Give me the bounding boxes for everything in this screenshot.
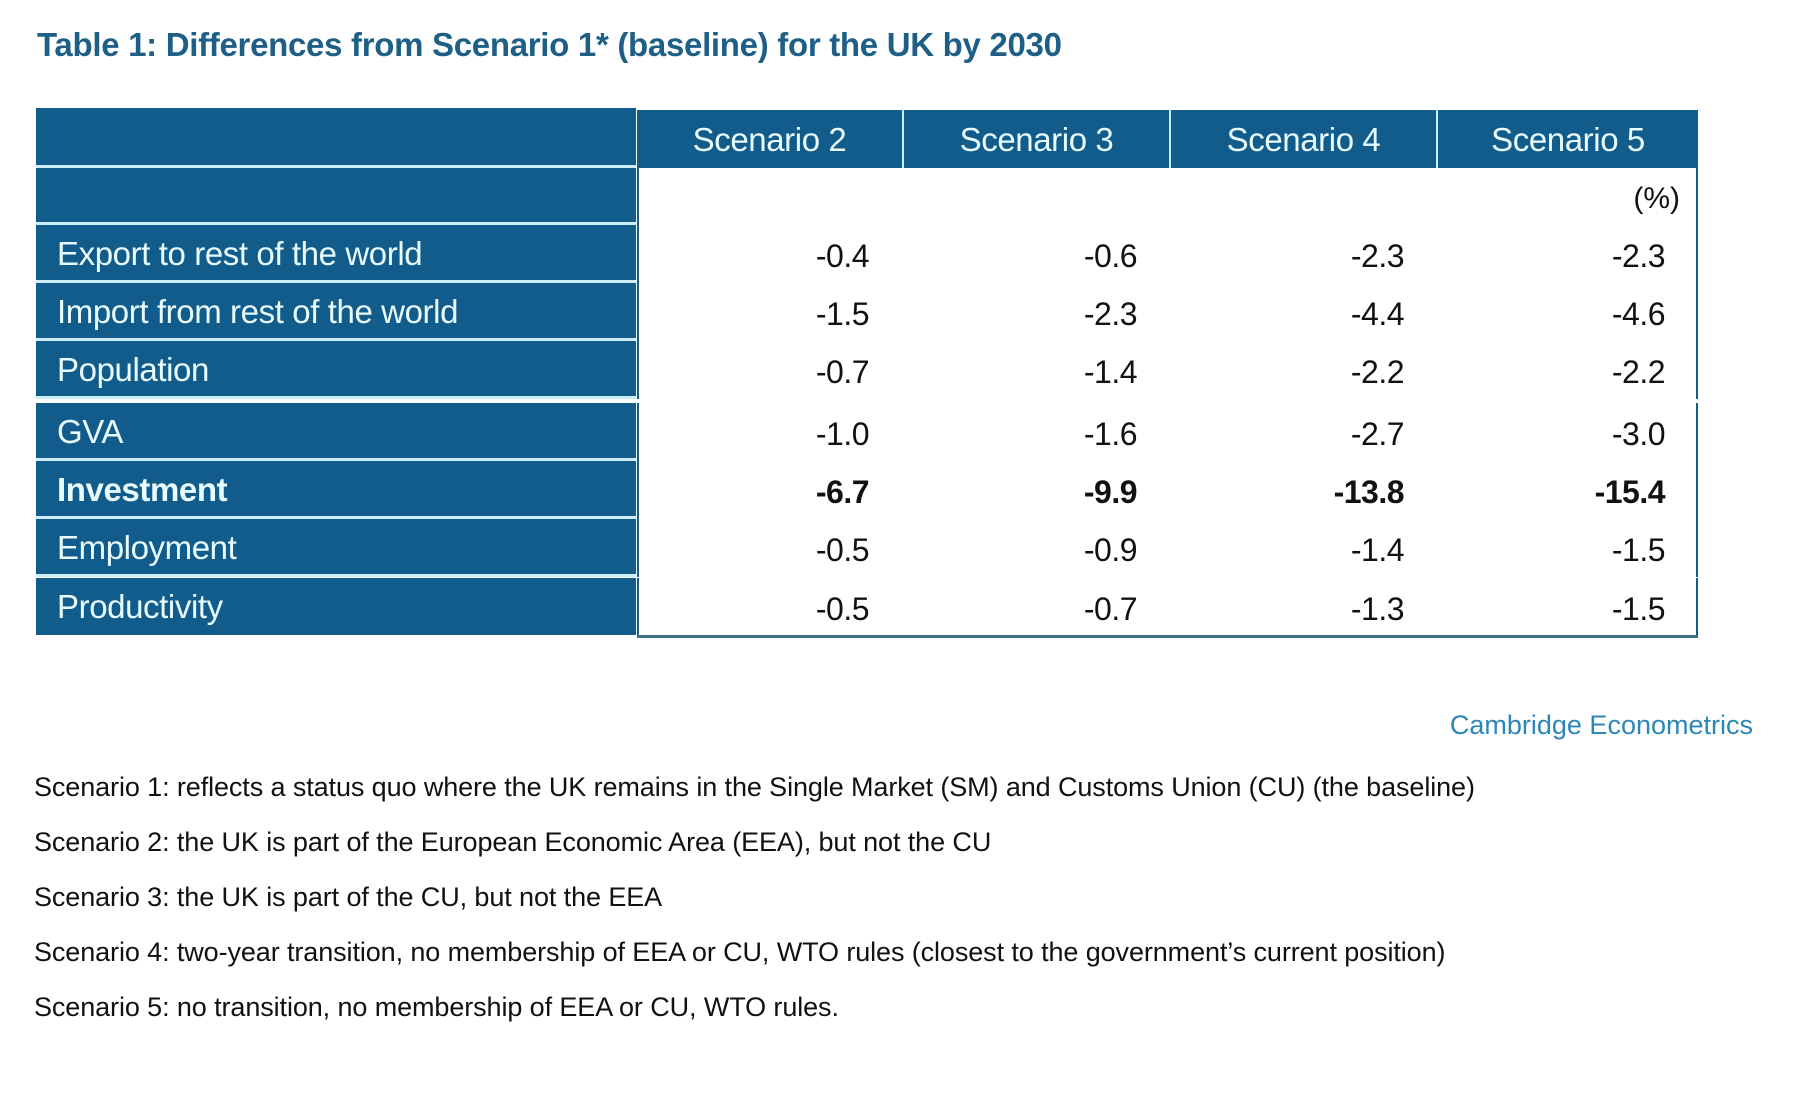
table-cell: -0.5 — [815, 532, 870, 568]
table-cell: -1.5 — [1611, 591, 1666, 627]
row-cells: -1.0 -1.6 -2.7 -3.0 — [637, 403, 1698, 461]
table-cell: -0.7 — [815, 354, 870, 390]
column-header: Scenario 2 — [692, 121, 847, 158]
table-cell: -1.4 — [1350, 532, 1405, 568]
column-header: Scenario 3 — [902, 110, 1169, 168]
table-row: Export to rest of the world -0.4 -0.6 -2.3-… — [36, 225, 1698, 283]
row-cells: -1.5 -2.3 -4.4 -4.6 — [637, 283, 1698, 341]
row-cells: -0.5 -0.9 -1.4 -1.5 — [637, 519, 1698, 577]
row-cells: -0.4 -0.6 -2.3 -2.3 — [637, 225, 1698, 283]
unit-row-label-cell — [36, 168, 636, 225]
unit-row-cells: (%) — [637, 168, 1698, 225]
table-cell: -0.7 — [1083, 591, 1138, 627]
note-scenario-3: Scenario 3: the UK is part of the CU, bu… — [34, 882, 663, 912]
row-label: Export to rest of the world — [36, 225, 636, 283]
header-corner-cell — [36, 108, 636, 168]
table-header-row: Scenario 2 Scenario 3 Scenario 4 Scenari… — [36, 108, 1698, 168]
table-bottom-border — [637, 635, 1698, 638]
unit-label: (%) — [1633, 182, 1680, 215]
row-cells: -6.7 -9.9 -13.8 -15.4 — [637, 461, 1698, 519]
table-cell: -1.0 — [815, 416, 870, 452]
table-cell: -15.4 — [1594, 474, 1666, 510]
row-label: Population — [36, 341, 636, 399]
table-cell: -13.8 — [1333, 474, 1405, 510]
row-cells: -0.7 -1.4 -2.2 -2.2 — [637, 341, 1698, 399]
table-cell: -4.4 — [1350, 296, 1405, 332]
table-cell: -2.2 — [1350, 354, 1405, 390]
table-cell: -1.5 — [815, 296, 870, 332]
table-title: Table 1: Differences from Scenario 1* (b… — [37, 26, 1062, 63]
table-cell: -2.3 — [1350, 238, 1405, 274]
row-cells: -0.5 -0.7 -1.3 -1.5 — [637, 578, 1698, 635]
table-cell: -9.9 — [1083, 474, 1138, 510]
table-cell: -1.4 — [1083, 354, 1138, 390]
table-cell: -0.5 — [815, 591, 870, 627]
table-cell: -0.9 — [1083, 532, 1138, 568]
table-row: Import from rest of the world -1.5 -2.3 -4.… — [36, 283, 1698, 341]
table-row: Productivity -0.5 -0.7 -1.3 -1.5 — [36, 578, 1698, 635]
table-cell: -2.7 — [1350, 416, 1405, 452]
note-scenario-1: Scenario 1: reflects a status quo where … — [34, 772, 1475, 802]
table-cell: -2.3 — [1611, 238, 1666, 274]
row-label: Employment — [36, 519, 636, 577]
column-header: Scenario 4 — [1169, 110, 1436, 168]
header-cells: Scenario 2 Scenario 3 Scenario 4 Scenari… — [637, 110, 1698, 168]
column-header: Scenario 5 — [1436, 110, 1698, 168]
source-credit: Cambridge Econometrics — [1449, 710, 1753, 740]
table-cell: -1.6 — [1083, 416, 1138, 452]
table-row: Investment -6.7 -9.9 -13.8 -15.4 — [36, 461, 1698, 519]
table-cell: -2.3 — [1083, 296, 1138, 332]
note-scenario-4: Scenario 4: two-year transition, no memb… — [34, 937, 1446, 967]
note-scenario-2: Scenario 2: the UK is part of the Europe… — [34, 827, 992, 857]
table-cell: -6.7 — [815, 474, 870, 510]
table-cell: -3.0 — [1611, 416, 1666, 452]
table-cell: -4.6 — [1611, 296, 1666, 332]
row-label: GVA — [36, 403, 636, 461]
unit-row: (%) — [36, 168, 1698, 225]
table-cell: -1.3 — [1350, 591, 1405, 627]
table-row: Employment -0.5 -0.9 -1.4 -1.5 — [36, 519, 1698, 577]
note-scenario-5: Scenario 5: no transition, no membership… — [34, 992, 839, 1022]
table-cell: -0.6 — [1083, 238, 1138, 274]
scenario-notes: Scenario 1: reflects a status quo where … — [34, 768, 1475, 1043]
table-cell: -0.4 — [815, 238, 870, 274]
table-row: GVA -1.0 -1.6 -2.7 -3.0 — [36, 403, 1698, 461]
row-label: Investment — [36, 461, 636, 519]
table-row: Population -0.7 -1.4 -2.2 -2.2 — [36, 341, 1698, 399]
table-cell: -1.5 — [1611, 532, 1666, 568]
row-label: Import from rest of the world — [36, 283, 636, 341]
table-cell: -2.2 — [1611, 354, 1666, 390]
row-label: Productivity — [36, 578, 636, 635]
